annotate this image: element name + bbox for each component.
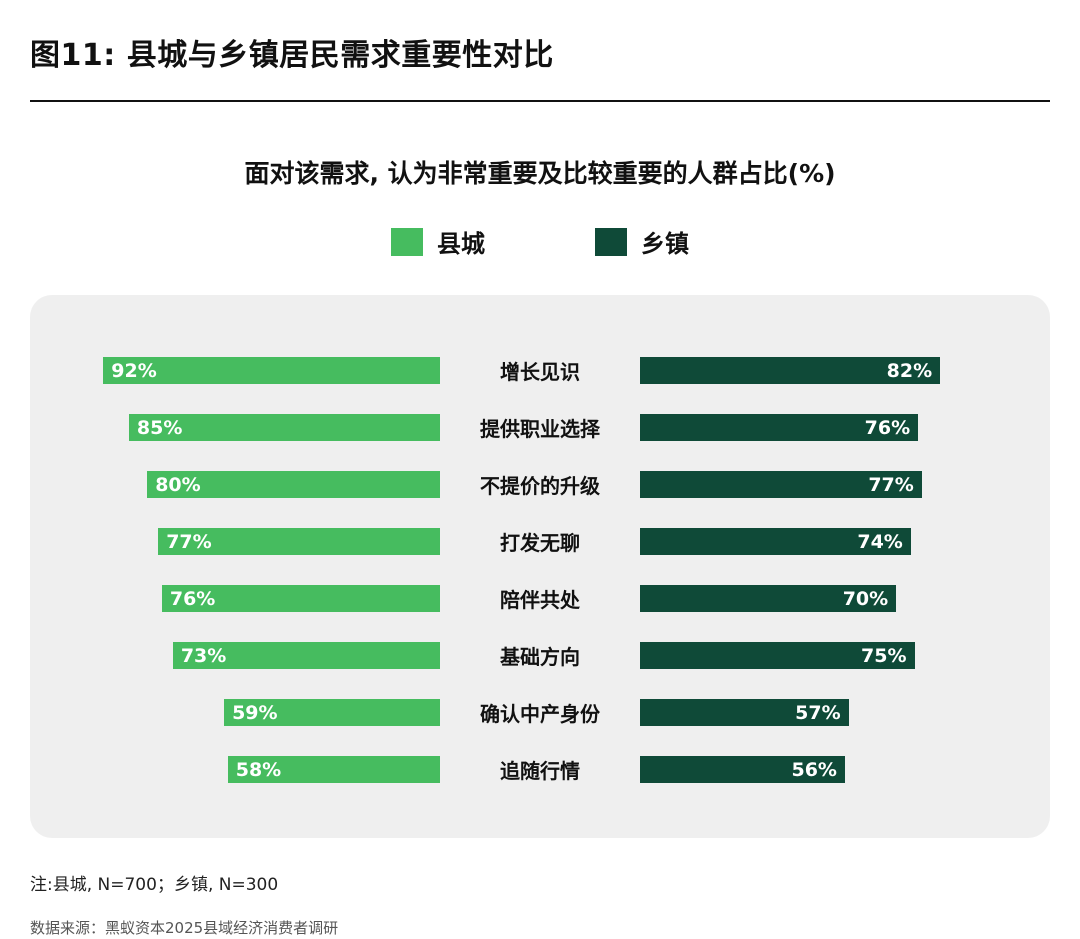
township-bar: 76% bbox=[640, 414, 919, 441]
right-bar-area: 74% bbox=[640, 528, 1020, 555]
county-bar: 76% bbox=[161, 585, 440, 612]
legend-swatch-county bbox=[391, 227, 423, 256]
legend-label-county: 县城 bbox=[437, 230, 485, 258]
township-bar: 57% bbox=[640, 699, 849, 726]
county-bar-value: 80% bbox=[155, 473, 201, 496]
county-bar: 59% bbox=[224, 699, 440, 726]
right-bar-area: 77% bbox=[640, 471, 1020, 498]
category-label: 增长见识 bbox=[500, 360, 580, 384]
township-bar: 56% bbox=[640, 756, 845, 783]
county-bar-value: 76% bbox=[169, 587, 216, 610]
right-bar-area: 56% bbox=[640, 756, 1020, 783]
county-bar-value: 73% bbox=[180, 644, 227, 667]
page-title: 图11: 县城与乡镇居民需求重要性对比 bbox=[30, 38, 554, 73]
category-label: 陪伴共处 bbox=[500, 588, 580, 612]
legend-item-county: 县城 bbox=[391, 224, 485, 259]
chart-title: 面对该需求, 认为非常重要及比较重要的人群占比(%) bbox=[244, 159, 836, 188]
chart-row: 59% 确认中产身份 57% bbox=[60, 699, 1020, 726]
data-source: 数据来源：黑蚁资本2025县域经济消费者调研 bbox=[30, 919, 339, 937]
chart-panel: 92% 增长见识 82% 85% 提供职业选择 76% 80% 不提价的升级 77% 77% 打发无… bbox=[30, 295, 1050, 838]
county-bar-value: 92% bbox=[111, 359, 157, 382]
legend-label-township: 乡镇 bbox=[641, 230, 689, 258]
legend-swatch-township bbox=[595, 227, 627, 256]
category-label: 不提价的升级 bbox=[480, 474, 600, 498]
county-bar-value: 85% bbox=[136, 416, 183, 439]
county-bar-value: 59% bbox=[232, 701, 278, 724]
county-bar: 92% bbox=[103, 357, 440, 384]
township-bar: 75% bbox=[640, 642, 915, 669]
county-bar-value: 77% bbox=[166, 530, 212, 553]
chart-note: 注:县城, N=700；乡镇, N=300 bbox=[30, 875, 279, 895]
left-bar-area: 59% bbox=[60, 699, 440, 726]
township-bar: 82% bbox=[640, 357, 941, 384]
township-bar-value: 57% bbox=[795, 701, 841, 724]
left-bar-area: 76% bbox=[60, 585, 440, 612]
township-bar-value: 74% bbox=[857, 530, 903, 553]
right-bar-area: 70% bbox=[640, 585, 1020, 612]
category-label: 提供职业选择 bbox=[480, 417, 600, 441]
left-bar-area: 80% bbox=[60, 471, 440, 498]
category-label: 打发无聊 bbox=[500, 531, 580, 555]
county-bar: 80% bbox=[147, 471, 440, 498]
left-bar-area: 73% bbox=[60, 642, 440, 669]
township-bar-value: 70% bbox=[842, 587, 889, 610]
category-label: 追随行情 bbox=[500, 759, 580, 783]
left-bar-area: 58% bbox=[60, 756, 440, 783]
title-divider bbox=[30, 100, 1050, 102]
left-bar-area: 85% bbox=[60, 414, 440, 441]
county-bar-value: 58% bbox=[235, 758, 282, 781]
category-label: 确认中产身份 bbox=[480, 702, 600, 726]
chart-row: 58% 追随行情 56% bbox=[60, 756, 1020, 783]
township-bar-value: 77% bbox=[868, 473, 914, 496]
township-bar: 74% bbox=[640, 528, 911, 555]
township-bar-value: 75% bbox=[861, 644, 907, 667]
right-bar-area: 57% bbox=[640, 699, 1020, 726]
right-bar-area: 82% bbox=[640, 357, 1020, 384]
county-bar: 58% bbox=[227, 756, 440, 783]
chart-row: 76% 陪伴共处 70% bbox=[60, 585, 1020, 612]
chart-row: 85% 提供职业选择 76% bbox=[60, 414, 1020, 441]
township-bar-value: 76% bbox=[864, 416, 911, 439]
legend-item-township: 乡镇 bbox=[595, 224, 689, 259]
left-bar-area: 92% bbox=[60, 357, 440, 384]
chart-legend: 县城 乡镇 bbox=[30, 224, 1050, 259]
chart-row: 80% 不提价的升级 77% bbox=[60, 471, 1020, 498]
chart-row: 77% 打发无聊 74% bbox=[60, 528, 1020, 555]
township-bar: 70% bbox=[640, 585, 897, 612]
right-bar-area: 76% bbox=[640, 414, 1020, 441]
right-bar-area: 75% bbox=[640, 642, 1020, 669]
township-bar: 77% bbox=[640, 471, 922, 498]
township-bar-value: 82% bbox=[886, 359, 933, 382]
chart-row: 73% 基础方向 75% bbox=[60, 642, 1020, 669]
county-bar: 73% bbox=[172, 642, 440, 669]
township-bar-value: 56% bbox=[791, 758, 837, 781]
chart-row: 92% 增长见识 82% bbox=[60, 357, 1020, 384]
county-bar: 77% bbox=[158, 528, 440, 555]
category-label: 基础方向 bbox=[500, 645, 580, 669]
county-bar: 85% bbox=[128, 414, 440, 441]
chart-rows: 92% 增长见识 82% 85% 提供职业选择 76% 80% 不提价的升级 77% 77% 打发无… bbox=[60, 357, 1020, 783]
left-bar-area: 77% bbox=[60, 528, 440, 555]
